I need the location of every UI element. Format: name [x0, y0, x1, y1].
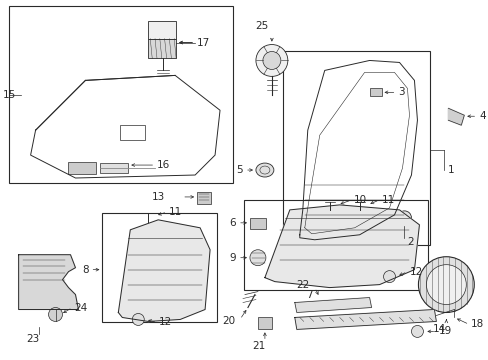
Text: 10: 10 [353, 195, 366, 205]
Polygon shape [447, 108, 463, 125]
Circle shape [263, 51, 280, 69]
Circle shape [426, 265, 466, 305]
Text: 12: 12 [159, 318, 172, 328]
Polygon shape [19, 255, 78, 310]
Text: 24: 24 [74, 302, 87, 312]
Bar [244, 200, 427, 289]
Text: 25: 25 [254, 21, 267, 31]
Text: 5: 5 [236, 165, 243, 175]
Text: 22: 22 [296, 280, 309, 289]
Text: 9: 9 [229, 253, 236, 263]
Bar [369, 88, 381, 96]
Polygon shape [264, 205, 419, 288]
Circle shape [132, 314, 144, 325]
Text: 19: 19 [437, 327, 451, 336]
Circle shape [383, 271, 395, 283]
Bar [102, 213, 217, 323]
Text: 18: 18 [470, 319, 484, 329]
Bar [257, 318, 271, 329]
Text: 21: 21 [252, 341, 265, 351]
Bar [197, 192, 211, 204]
Circle shape [249, 250, 265, 266]
Text: 3: 3 [398, 87, 404, 97]
Circle shape [397, 211, 410, 225]
Bar [148, 39, 176, 58]
Text: 2: 2 [407, 237, 413, 247]
Bar [120, 125, 145, 140]
Text: 1: 1 [447, 165, 453, 175]
Text: 12: 12 [408, 267, 422, 276]
Text: 11: 11 [381, 195, 394, 205]
Polygon shape [118, 220, 210, 321]
Bar [282, 50, 429, 245]
Circle shape [48, 307, 62, 321]
Bar [100, 163, 128, 173]
Text: 14: 14 [432, 324, 445, 334]
Bar [9, 6, 232, 183]
Text: 20: 20 [222, 316, 235, 327]
Text: 15: 15 [2, 90, 16, 100]
Bar [148, 21, 176, 39]
Text: 6: 6 [229, 218, 236, 228]
Text: 17: 17 [197, 37, 210, 48]
Ellipse shape [255, 163, 273, 177]
Bar [249, 218, 265, 229]
Text: 11: 11 [169, 207, 182, 217]
Text: 13: 13 [152, 192, 165, 202]
Circle shape [255, 45, 287, 76]
Text: 7: 7 [306, 289, 312, 300]
Polygon shape [294, 298, 371, 312]
Circle shape [410, 325, 423, 337]
Bar [68, 162, 96, 174]
Text: 23: 23 [26, 334, 39, 345]
Text: 8: 8 [81, 265, 88, 275]
Text: 4: 4 [478, 111, 485, 121]
Circle shape [418, 257, 473, 312]
Text: 16: 16 [157, 160, 170, 170]
Polygon shape [294, 310, 435, 329]
